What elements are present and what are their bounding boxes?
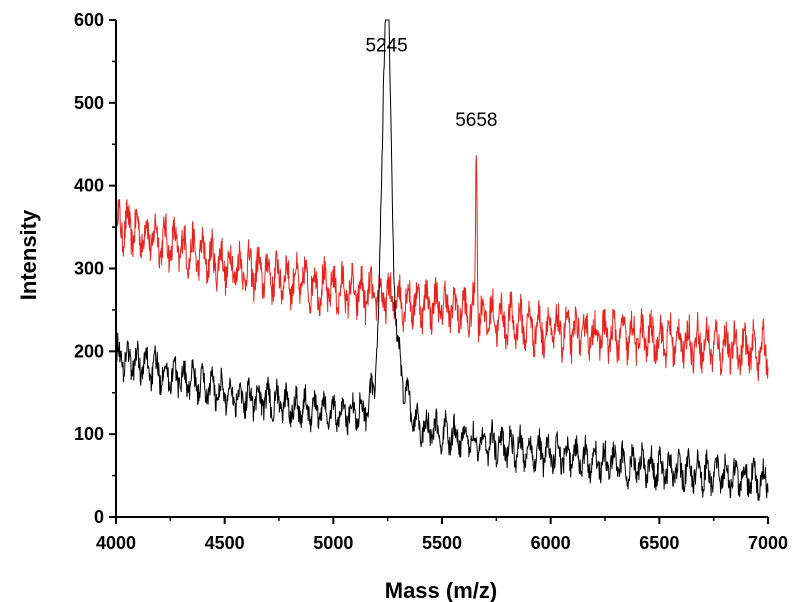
x-axis-title: Mass (m/z) [385, 578, 497, 602]
label-layer: Mass (m/z) Intensity 5245 5658 [16, 35, 497, 602]
axis-layer: 0 100 200 300 400 500 600 4000 4500 5000 5500 6000 6… [74, 10, 788, 553]
x-tick-label: 5000 [313, 533, 353, 553]
series-layer [115, 19, 769, 501]
x-tick-label: 6000 [531, 533, 571, 553]
x-tick-label: 4500 [205, 533, 245, 553]
peak-annotation-5245: 5245 [365, 35, 407, 56]
peak-annotation-5658: 5658 [455, 110, 497, 131]
y-tick-label: 300 [74, 259, 104, 279]
series-line-black [115, 19, 769, 501]
x-tick-label: 5500 [422, 533, 462, 553]
y-tick-label: 600 [74, 10, 104, 30]
x-tick-label: 4000 [96, 533, 136, 553]
x-tick-label: 6500 [639, 533, 679, 553]
y-tick-label: 100 [74, 424, 104, 444]
y-tick-label: 200 [74, 341, 104, 361]
x-tick-label: 7000 [748, 533, 788, 553]
series-line-red [115, 155, 769, 382]
y-tick-label: 400 [74, 176, 104, 196]
y-axis-title: Intensity [16, 209, 41, 300]
y-tick-label: 0 [94, 507, 104, 527]
y-tick-label: 500 [74, 93, 104, 113]
